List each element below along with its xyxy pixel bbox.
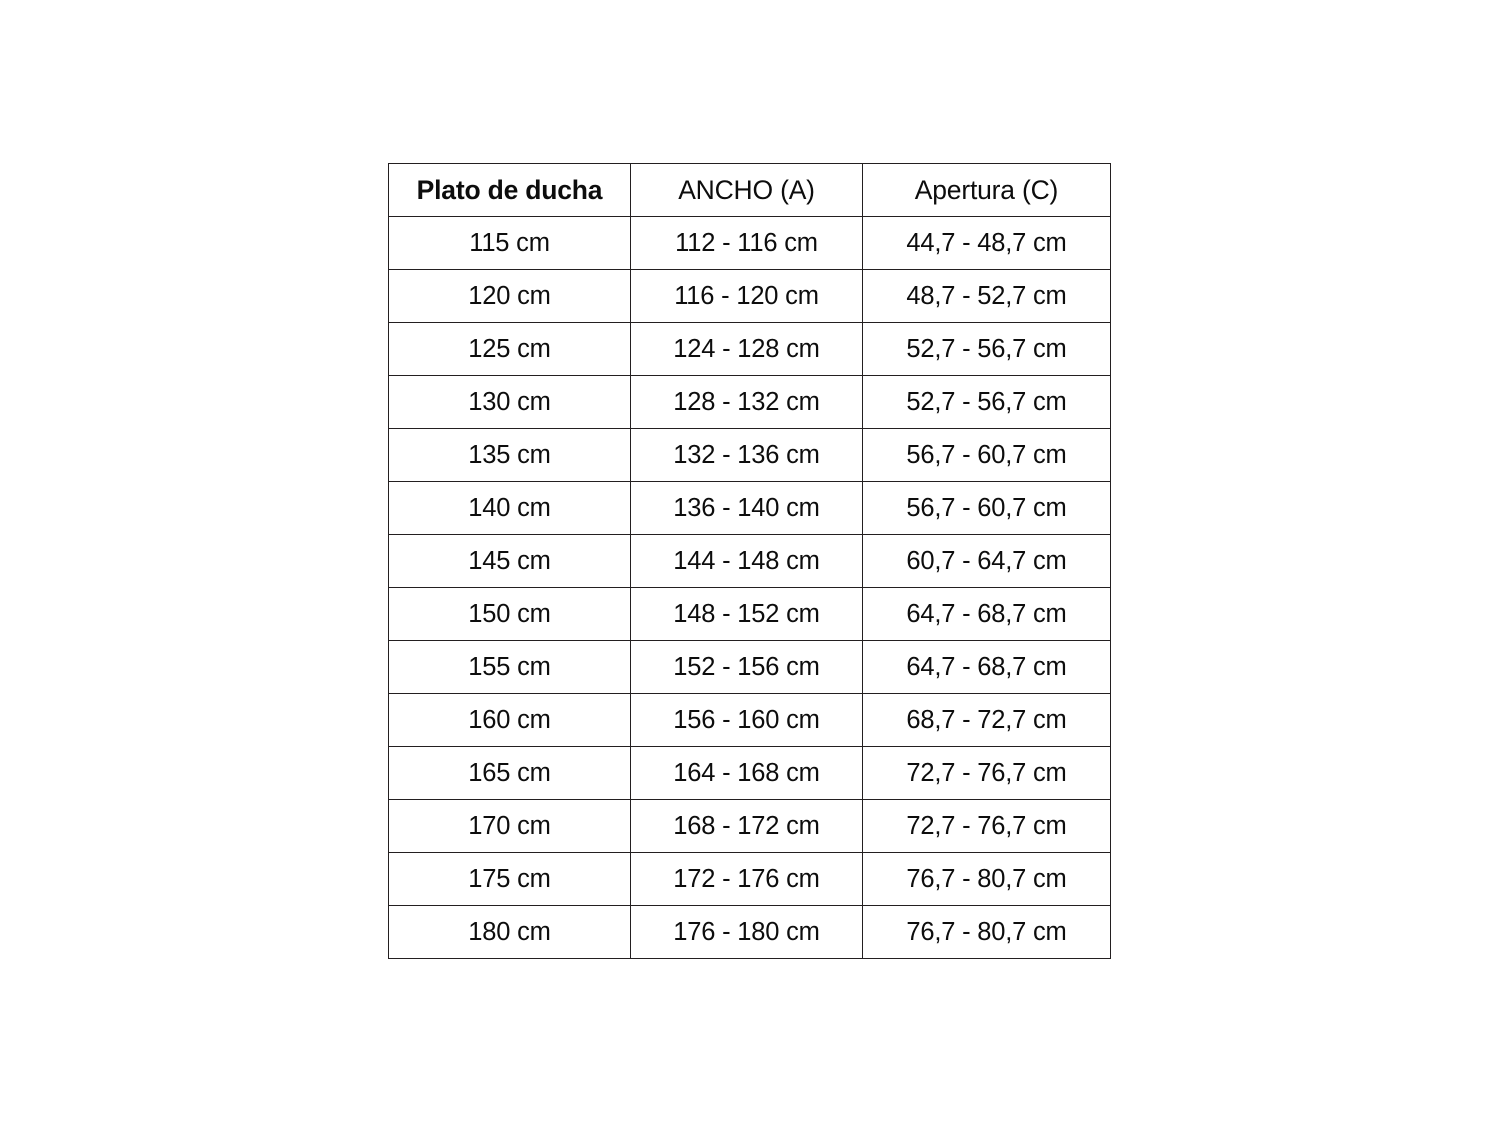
table-row: 115 cm 112 - 116 cm 44,7 - 48,7 cm: [388, 216, 1111, 270]
cell-apertura: 44,7 - 48,7 cm: [862, 216, 1111, 270]
cell-plato-de-ducha: 130 cm: [388, 375, 631, 429]
cell-apertura: 64,7 - 68,7 cm: [862, 640, 1111, 694]
table-header-row: Plato de ducha ANCHO (A) Apertura (C): [388, 163, 1111, 217]
table-row: 135 cm 132 - 136 cm 56,7 - 60,7 cm: [388, 428, 1111, 482]
cell-ancho: 156 - 160 cm: [630, 693, 863, 747]
cell-ancho: 112 - 116 cm: [630, 216, 863, 270]
column-header-apertura: Apertura (C): [862, 163, 1111, 217]
cell-plato-de-ducha: 120 cm: [388, 269, 631, 323]
cell-ancho: 172 - 176 cm: [630, 852, 863, 906]
cell-ancho: 148 - 152 cm: [630, 587, 863, 641]
cell-ancho: 136 - 140 cm: [630, 481, 863, 535]
cell-plato-de-ducha: 155 cm: [388, 640, 631, 694]
cell-apertura: 52,7 - 56,7 cm: [862, 322, 1111, 376]
cell-plato-de-ducha: 180 cm: [388, 905, 631, 959]
cell-apertura: 68,7 - 72,7 cm: [862, 693, 1111, 747]
cell-apertura: 56,7 - 60,7 cm: [862, 428, 1111, 482]
table-body: 115 cm 112 - 116 cm 44,7 - 48,7 cm 120 cm 11…: [388, 216, 1111, 959]
cell-plato-de-ducha: 170 cm: [388, 799, 631, 853]
cell-apertura: 76,7 - 80,7 cm: [862, 852, 1111, 906]
cell-plato-de-ducha: 115 cm: [388, 216, 631, 270]
table-header: Plato de ducha ANCHO (A) Apertura (C): [388, 163, 1111, 217]
cell-ancho: 132 - 136 cm: [630, 428, 863, 482]
table-row: 120 cm 116 - 120 cm 48,7 - 52,7 cm: [388, 269, 1111, 323]
shower-tray-dimensions-table: Plato de ducha ANCHO (A) Apertura (C) 11…: [388, 163, 1111, 959]
cell-plato-de-ducha: 145 cm: [388, 534, 631, 588]
cell-ancho: 124 - 128 cm: [630, 322, 863, 376]
cell-ancho: 128 - 132 cm: [630, 375, 863, 429]
table-row: 130 cm 128 - 132 cm 52,7 - 56,7 cm: [388, 375, 1111, 429]
cell-apertura: 48,7 - 52,7 cm: [862, 269, 1111, 323]
cell-apertura: 72,7 - 76,7 cm: [862, 746, 1111, 800]
cell-apertura: 64,7 - 68,7 cm: [862, 587, 1111, 641]
cell-ancho: 144 - 148 cm: [630, 534, 863, 588]
cell-plato-de-ducha: 125 cm: [388, 322, 631, 376]
cell-plato-de-ducha: 175 cm: [388, 852, 631, 906]
cell-apertura: 52,7 - 56,7 cm: [862, 375, 1111, 429]
table-row: 165 cm 164 - 168 cm 72,7 - 76,7 cm: [388, 746, 1111, 800]
cell-ancho: 164 - 168 cm: [630, 746, 863, 800]
cell-apertura: 56,7 - 60,7 cm: [862, 481, 1111, 535]
table-row: 145 cm 144 - 148 cm 60,7 - 64,7 cm: [388, 534, 1111, 588]
cell-ancho: 168 - 172 cm: [630, 799, 863, 853]
table-row: 160 cm 156 - 160 cm 68,7 - 72,7 cm: [388, 693, 1111, 747]
cell-plato-de-ducha: 135 cm: [388, 428, 631, 482]
column-header-ancho: ANCHO (A): [630, 163, 863, 217]
cell-apertura: 76,7 - 80,7 cm: [862, 905, 1111, 959]
cell-plato-de-ducha: 165 cm: [388, 746, 631, 800]
cell-apertura: 72,7 - 76,7 cm: [862, 799, 1111, 853]
table-row: 175 cm 172 - 176 cm 76,7 - 80,7 cm: [388, 852, 1111, 906]
table-row: 140 cm 136 - 140 cm 56,7 - 60,7 cm: [388, 481, 1111, 535]
column-header-plato-de-ducha: Plato de ducha: [388, 163, 631, 217]
cell-ancho: 176 - 180 cm: [630, 905, 863, 959]
table-row: 180 cm 176 - 180 cm 76,7 - 80,7 cm: [388, 905, 1111, 959]
table-row: 170 cm 168 - 172 cm 72,7 - 76,7 cm: [388, 799, 1111, 853]
cell-ancho: 116 - 120 cm: [630, 269, 863, 323]
table-row: 125 cm 124 - 128 cm 52,7 - 56,7 cm: [388, 322, 1111, 376]
table-row: 155 cm 152 - 156 cm 64,7 - 68,7 cm: [388, 640, 1111, 694]
cell-ancho: 152 - 156 cm: [630, 640, 863, 694]
cell-plato-de-ducha: 160 cm: [388, 693, 631, 747]
cell-plato-de-ducha: 140 cm: [388, 481, 631, 535]
cell-plato-de-ducha: 150 cm: [388, 587, 631, 641]
cell-apertura: 60,7 - 64,7 cm: [862, 534, 1111, 588]
table-row: 150 cm 148 - 152 cm 64,7 - 68,7 cm: [388, 587, 1111, 641]
